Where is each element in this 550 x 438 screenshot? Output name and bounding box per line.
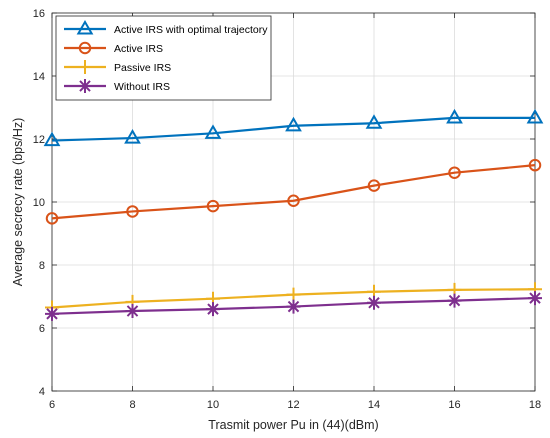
series-0 [43, 108, 544, 147]
x-tick-label: 16 [448, 399, 460, 411]
legend-marker [78, 79, 92, 93]
series-1 [45, 158, 542, 225]
data-point [528, 158, 542, 172]
legend-label: Without IRS [114, 81, 170, 93]
data-point [286, 287, 301, 302]
data-point [204, 124, 222, 139]
x-tick-label: 18 [529, 399, 541, 411]
data-point [447, 293, 462, 308]
data-point [367, 295, 381, 310]
data-point [206, 199, 220, 213]
data-point [286, 299, 301, 314]
y-tick-label: 14 [33, 71, 45, 83]
y-tick-label: 6 [39, 323, 45, 335]
data-point [45, 212, 59, 225]
data-point [43, 131, 61, 147]
data-point [45, 306, 59, 321]
data-point [448, 166, 461, 179]
data-point [126, 205, 139, 218]
data-point [367, 179, 381, 192]
legend-label: Passive IRS [114, 62, 171, 74]
data-point [528, 291, 542, 306]
data-point [124, 129, 141, 144]
series-line [51, 116, 535, 142]
x-axis-label: Trasmit power Pu in (44)(dBm) [208, 418, 378, 432]
x-tick-label: 8 [129, 399, 135, 411]
legend-label: Active IRS [114, 43, 163, 55]
data-point [125, 303, 140, 318]
x-tick-label: 14 [368, 399, 380, 411]
series-layer [43, 108, 544, 321]
y-tick-label: 12 [33, 134, 45, 146]
x-tick-label: 10 [207, 399, 219, 411]
y-tick-label: 4 [39, 386, 45, 398]
legend: Active IRS with optimal trajectory Active… [55, 15, 272, 101]
legend-marker [78, 41, 92, 55]
data-point [206, 302, 220, 317]
y-axis-label: Average secrecy rate (bps/Hz) [11, 118, 25, 287]
data-point [287, 194, 300, 207]
series-3 [45, 291, 542, 321]
y-tick-label: 10 [33, 197, 45, 209]
x-tick-label: 6 [49, 399, 55, 411]
legend-label: Active IRS with optimal trajectory [114, 24, 268, 36]
y-tick-label: 16 [33, 8, 45, 20]
legend-marker [78, 60, 92, 74]
y-tick-label: 8 [39, 260, 45, 272]
data-point [365, 114, 383, 129]
legend-marker [76, 19, 94, 35]
data-point [446, 108, 463, 124]
data-point [526, 108, 544, 124]
x-tick-label: 12 [287, 399, 299, 411]
data-point [285, 116, 302, 132]
series-line [51, 164, 536, 220]
